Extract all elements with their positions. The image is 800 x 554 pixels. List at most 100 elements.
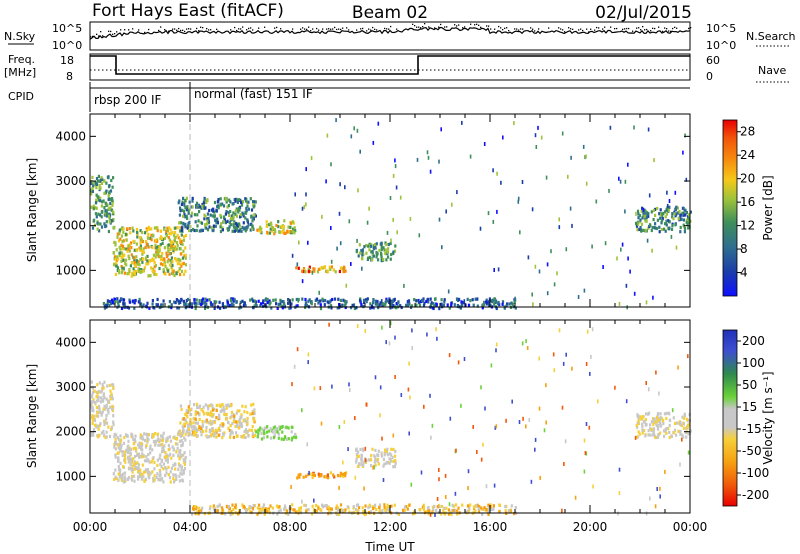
echo-cell (313, 498, 315, 503)
echo-cell (156, 248, 159, 253)
echo-cell (662, 419, 665, 423)
echo-cell (647, 429, 650, 433)
echo-cell (111, 203, 114, 207)
echo-cell (354, 475, 357, 480)
echo-cell (267, 507, 270, 511)
echo-cell (291, 230, 294, 234)
echo-cell (161, 439, 164, 443)
echo-cell (252, 200, 255, 204)
echo-cell (432, 508, 435, 512)
echo-cell (194, 512, 197, 516)
echo-cell (94, 423, 97, 428)
echo-cell (221, 228, 224, 232)
echo-cell (438, 159, 440, 164)
echo-cell (442, 509, 445, 513)
echo-cell (365, 300, 368, 304)
echo-cell (266, 230, 269, 234)
echo-cell (170, 256, 173, 260)
echo-cell (290, 425, 293, 429)
echo-cell (169, 452, 172, 456)
echo-cell (482, 442, 484, 447)
echo-cell (487, 300, 490, 304)
echo-cell (636, 421, 639, 425)
echo-cell (251, 412, 254, 416)
echo-cell (403, 505, 406, 509)
echo-cell (323, 265, 326, 269)
echo-cell (345, 300, 347, 305)
echo-cell (122, 239, 125, 243)
echo-cell (227, 420, 230, 424)
echo-cell (260, 302, 263, 306)
echo-cell (639, 218, 642, 222)
echo-cell (152, 433, 155, 437)
echo-cell (508, 302, 511, 306)
echo-cell (122, 227, 125, 231)
echo-cell (352, 303, 356, 307)
echo-cell (231, 503, 234, 507)
echo-cell (538, 269, 541, 274)
echo-cell (107, 197, 110, 202)
echo-cell (653, 158, 655, 163)
echo-cell (356, 238, 358, 243)
echo-cell (130, 246, 133, 250)
echo-cell (118, 228, 121, 232)
echo-cell (187, 407, 190, 411)
echo-cell (165, 254, 168, 259)
echo-cell (160, 465, 163, 469)
echo-cell (343, 299, 346, 303)
nsearch-dot (116, 31, 118, 33)
echo-cell (154, 255, 157, 259)
echo-cell (155, 250, 158, 254)
echo-cell (113, 432, 116, 436)
echo-cell (388, 297, 391, 301)
echo-cell (652, 430, 655, 434)
echo-cell (311, 476, 314, 480)
echo-cell (638, 220, 642, 224)
echo-cell (183, 462, 186, 466)
echo-cell (201, 420, 204, 424)
echo-cell (645, 229, 648, 233)
echo-cell (178, 479, 181, 483)
echo-cell (153, 474, 156, 478)
echo-cell (381, 509, 384, 513)
echo-cell (495, 306, 498, 311)
echo-cell (477, 507, 480, 511)
echo-cell (109, 397, 112, 401)
echo-cell (252, 205, 255, 209)
echo-cell (96, 383, 99, 387)
echo-cell (91, 186, 94, 191)
echo-cell (489, 503, 492, 507)
echo-cell (227, 510, 230, 514)
echo-cell (356, 324, 359, 329)
echo-cell (91, 408, 95, 412)
nsearch-dot (252, 29, 254, 31)
echo-cell (321, 297, 324, 301)
echo-cell (337, 297, 340, 301)
echo-cell (95, 414, 98, 418)
echo-cell (473, 507, 476, 511)
echo-cell (327, 505, 330, 509)
echo-cell (125, 232, 128, 236)
x-tick-label: 04:00 (173, 520, 208, 534)
echo-cell (205, 302, 208, 306)
echo-cell (131, 467, 134, 472)
echo-cell (479, 226, 482, 231)
echo-cell (247, 207, 250, 211)
echo-cell (392, 465, 395, 469)
echo-cell (220, 422, 223, 426)
echo-cell (270, 223, 273, 227)
echo-cell (657, 412, 660, 416)
beam-label: Beam 02 (352, 3, 428, 23)
echo-cell (381, 302, 384, 306)
echo-cell (109, 389, 112, 393)
echo-cell (112, 176, 115, 180)
echo-cell (127, 254, 130, 258)
echo-cell (513, 512, 516, 516)
echo-cell (278, 425, 281, 429)
echo-cell (114, 475, 117, 479)
echo-cell (106, 299, 109, 303)
echo-cell (651, 433, 654, 437)
echo-cell (433, 504, 436, 508)
